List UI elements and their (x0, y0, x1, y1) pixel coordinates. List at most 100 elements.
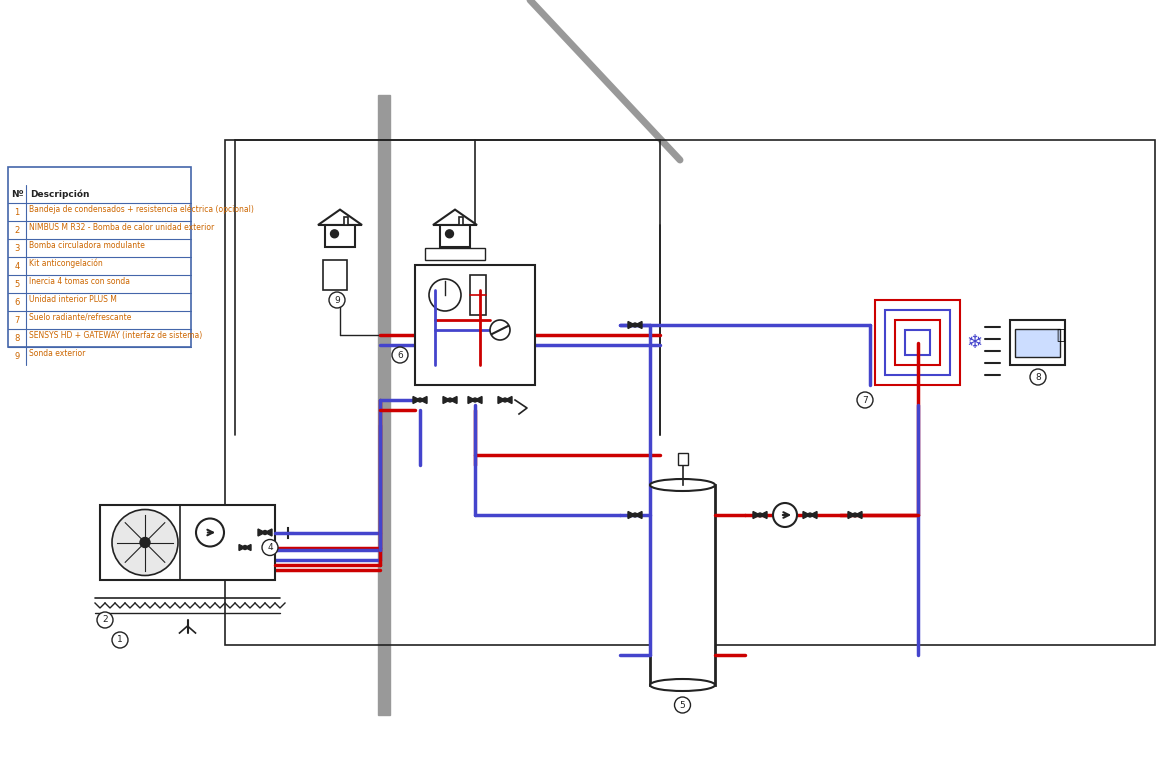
Circle shape (243, 545, 247, 549)
Polygon shape (245, 545, 251, 551)
Bar (426, 248, 485, 260)
Circle shape (331, 230, 339, 238)
Bar (8, 167, 191, 347)
Polygon shape (450, 396, 457, 403)
Circle shape (112, 632, 127, 648)
Polygon shape (420, 396, 427, 403)
Circle shape (328, 292, 345, 308)
Polygon shape (855, 512, 862, 519)
Polygon shape (753, 512, 760, 519)
Text: Kit anticongelación: Kit anticongelación (29, 259, 103, 268)
Circle shape (632, 323, 637, 327)
Circle shape (503, 398, 507, 402)
Bar (678, 453, 687, 465)
Text: SENSYS HD + GATEWAY (interfaz de sistema): SENSYS HD + GATEWAY (interfaz de sistema… (29, 330, 202, 340)
Text: 4: 4 (268, 543, 272, 552)
Ellipse shape (650, 679, 715, 691)
Text: 1: 1 (117, 636, 123, 644)
Circle shape (196, 519, 224, 546)
Polygon shape (760, 512, 767, 519)
Circle shape (473, 398, 477, 402)
Bar (378, 95, 390, 715)
Text: 9: 9 (334, 295, 340, 304)
Bar (415, 265, 535, 385)
Polygon shape (628, 321, 635, 328)
Circle shape (263, 530, 267, 535)
Polygon shape (265, 529, 272, 536)
Text: 7: 7 (14, 315, 20, 324)
Polygon shape (318, 210, 362, 225)
Bar (323, 260, 347, 290)
Polygon shape (258, 529, 265, 536)
Circle shape (857, 392, 873, 408)
Polygon shape (635, 512, 642, 519)
Text: Unidad interior PLUS M: Unidad interior PLUS M (29, 295, 117, 304)
Polygon shape (628, 512, 635, 519)
Text: Sonda exterior: Sonda exterior (29, 349, 85, 357)
Circle shape (808, 513, 812, 517)
Circle shape (140, 538, 150, 548)
Polygon shape (468, 396, 475, 403)
Circle shape (429, 279, 461, 311)
Polygon shape (475, 396, 482, 403)
Text: 2: 2 (102, 616, 108, 624)
Circle shape (490, 320, 510, 340)
Bar (876, 300, 960, 385)
Text: 6: 6 (397, 350, 403, 360)
Bar (470, 275, 486, 315)
Text: 5: 5 (14, 279, 20, 288)
Circle shape (773, 503, 797, 527)
Polygon shape (413, 396, 420, 403)
Ellipse shape (650, 479, 715, 491)
Polygon shape (498, 396, 505, 403)
Text: 9: 9 (14, 351, 20, 360)
Text: Bomba circuladora modulante: Bomba circuladora modulante (29, 240, 145, 249)
Bar (440, 225, 470, 247)
Circle shape (112, 509, 178, 575)
Text: 8: 8 (1035, 373, 1040, 382)
Bar (650, 485, 715, 685)
Circle shape (392, 347, 408, 363)
Circle shape (1030, 369, 1046, 385)
Text: 1: 1 (14, 207, 20, 216)
Text: ❄: ❄ (967, 333, 983, 352)
Polygon shape (238, 545, 245, 551)
Text: 7: 7 (862, 396, 867, 405)
Bar (1010, 320, 1065, 365)
Circle shape (675, 697, 691, 713)
Circle shape (445, 230, 454, 238)
Polygon shape (803, 512, 810, 519)
Polygon shape (443, 396, 450, 403)
Bar (101, 505, 275, 580)
Circle shape (448, 398, 452, 402)
Circle shape (419, 398, 422, 402)
Circle shape (97, 612, 113, 628)
Bar (325, 225, 355, 247)
Text: 6: 6 (14, 298, 20, 307)
Polygon shape (810, 512, 817, 519)
Text: 3: 3 (14, 243, 20, 252)
Circle shape (632, 513, 637, 517)
Text: Bandeja de condensados + resistencia eléctrica (opcional): Bandeja de condensados + resistencia elé… (29, 204, 254, 213)
Circle shape (853, 513, 857, 517)
Polygon shape (848, 512, 855, 519)
Polygon shape (505, 396, 512, 403)
Text: 5: 5 (679, 701, 685, 709)
Text: 8: 8 (14, 334, 20, 343)
Polygon shape (635, 321, 642, 328)
Text: Descripción: Descripción (30, 189, 90, 199)
Text: 📶: 📶 (1056, 328, 1064, 342)
Bar (905, 330, 931, 355)
Polygon shape (433, 210, 477, 225)
Circle shape (262, 539, 278, 555)
Text: NIMBUS M R32 - Bomba de calor unidad exterior: NIMBUS M R32 - Bomba de calor unidad ext… (29, 223, 214, 232)
Text: 2: 2 (14, 226, 20, 235)
Bar (895, 320, 940, 365)
Bar (885, 310, 950, 375)
Text: Nº: Nº (11, 190, 23, 198)
Text: Suelo radiante/refrescante: Suelo radiante/refrescante (29, 312, 131, 321)
Text: Inercia 4 tomas con sonda: Inercia 4 tomas con sonda (29, 276, 130, 285)
Bar (1015, 329, 1060, 357)
Bar (459, 217, 463, 225)
Bar (224, 140, 1155, 645)
